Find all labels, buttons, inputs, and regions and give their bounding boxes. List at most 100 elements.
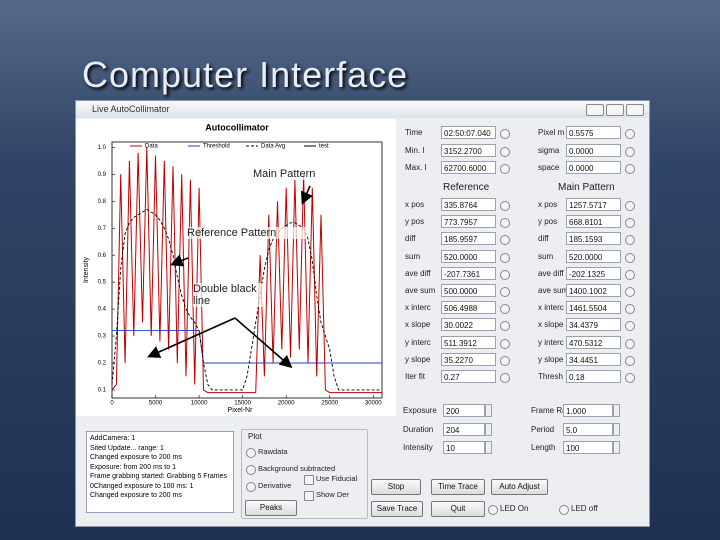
option-label: Derivative bbox=[258, 481, 292, 490]
field-value[interactable]: 204 bbox=[443, 422, 485, 436]
radio[interactable] bbox=[625, 201, 635, 211]
button[interactable]: Auto Adjust bbox=[491, 479, 548, 495]
field-value[interactable]: 0.0000 bbox=[566, 161, 621, 174]
field-value[interactable]: -207.7361 bbox=[441, 266, 496, 280]
button[interactable]: Peaks bbox=[245, 500, 297, 516]
spinner[interactable] bbox=[613, 422, 620, 436]
close-button[interactable] bbox=[626, 104, 644, 116]
spinner[interactable] bbox=[613, 441, 620, 454]
radio[interactable] bbox=[246, 465, 256, 475]
field-value[interactable]: 0.0000 bbox=[566, 143, 621, 157]
button[interactable]: Save Trace bbox=[371, 501, 423, 517]
title-bar: Live AutoCollimator bbox=[76, 101, 649, 118]
radio[interactable] bbox=[625, 321, 635, 332]
radio[interactable] bbox=[625, 338, 635, 349]
field-value[interactable]: 0.5575 bbox=[566, 126, 621, 139]
radio[interactable] bbox=[625, 355, 635, 366]
field-label: Intensity bbox=[403, 443, 433, 452]
radio[interactable] bbox=[500, 218, 510, 229]
field-value[interactable]: 1257.5717 bbox=[566, 198, 621, 211]
field-label: sum bbox=[538, 251, 554, 261]
button[interactable]: Quit bbox=[431, 501, 485, 517]
button[interactable]: Time Trace bbox=[431, 479, 485, 495]
check-label: Show Der bbox=[316, 490, 349, 499]
field-value[interactable]: 506.4988 bbox=[441, 301, 496, 315]
field-value[interactable]: 3152.2700 bbox=[441, 143, 496, 157]
option-label: Background subtracted bbox=[258, 464, 336, 473]
radio[interactable] bbox=[500, 321, 510, 332]
field-label: y pos bbox=[405, 217, 425, 227]
field-value[interactable]: 511.3912 bbox=[441, 335, 496, 349]
spinner[interactable] bbox=[485, 404, 492, 417]
radio[interactable] bbox=[625, 287, 635, 297]
radio[interactable] bbox=[625, 235, 635, 246]
field-value[interactable]: 1400.1002 bbox=[566, 284, 621, 297]
field-value[interactable]: 185.1593 bbox=[566, 232, 621, 246]
radio[interactable] bbox=[246, 482, 256, 492]
radio[interactable] bbox=[500, 338, 510, 349]
radio[interactable] bbox=[500, 235, 510, 246]
field-value[interactable]: 30.0022 bbox=[441, 318, 496, 332]
field-value[interactable]: 0.18 bbox=[566, 370, 621, 383]
field-value[interactable]: 35.2270 bbox=[441, 352, 496, 366]
radio[interactable] bbox=[500, 146, 510, 157]
field-label: Thresh bbox=[538, 372, 563, 381]
log-line: Changed exposure to 200 ms bbox=[90, 492, 182, 499]
maximize-button[interactable] bbox=[606, 104, 624, 116]
field-value[interactable]: 0.27 bbox=[441, 370, 496, 383]
radio[interactable] bbox=[500, 129, 510, 139]
field-value[interactable]: 520.0000 bbox=[566, 249, 621, 263]
minimize-button[interactable] bbox=[586, 104, 604, 116]
spinner[interactable] bbox=[485, 441, 492, 454]
field-value[interactable]: 5.0 bbox=[563, 422, 613, 436]
radio[interactable] bbox=[500, 287, 510, 297]
radio[interactable] bbox=[625, 146, 635, 157]
radio[interactable] bbox=[500, 373, 510, 383]
field-value[interactable]: -202.1325 bbox=[566, 266, 621, 280]
annotation: Reference Pattern bbox=[187, 227, 307, 239]
field-value[interactable]: 470.5312 bbox=[566, 335, 621, 349]
spinner[interactable] bbox=[485, 422, 492, 436]
field-value[interactable]: 500.0000 bbox=[441, 284, 496, 297]
field-value[interactable]: 1461.5504 bbox=[566, 301, 621, 315]
radio[interactable] bbox=[625, 218, 635, 229]
field-value[interactable]: 34.4451 bbox=[566, 352, 621, 366]
field-value[interactable]: 10 bbox=[443, 441, 485, 454]
radio[interactable] bbox=[625, 373, 635, 383]
field-value[interactable]: 100 bbox=[563, 441, 613, 454]
field-value[interactable]: 62700.6000 bbox=[441, 161, 496, 174]
radio[interactable] bbox=[500, 252, 510, 263]
field-value[interactable]: 520.0000 bbox=[441, 249, 496, 263]
spinner[interactable] bbox=[613, 404, 620, 417]
field-value[interactable]: 1.000 bbox=[563, 404, 613, 417]
field-label: Length bbox=[531, 443, 556, 452]
radio[interactable] bbox=[500, 201, 510, 211]
radio[interactable] bbox=[625, 129, 635, 139]
field-label: Duration bbox=[403, 424, 434, 434]
radio[interactable] bbox=[500, 304, 510, 315]
field-value[interactable]: 34.4379 bbox=[566, 318, 621, 332]
field-value[interactable]: 668.8101 bbox=[566, 215, 621, 229]
field-value[interactable]: 200 bbox=[443, 404, 485, 417]
field-value[interactable]: 185.9597 bbox=[441, 232, 496, 246]
radio[interactable] bbox=[500, 269, 510, 280]
field-value[interactable]: 02:50:07.040 bbox=[441, 126, 496, 139]
field-value[interactable]: 335.8764 bbox=[441, 198, 496, 211]
button[interactable]: Stop bbox=[371, 479, 421, 495]
column-header: Reference bbox=[443, 182, 490, 193]
field-label: x slope bbox=[538, 320, 564, 330]
radio[interactable] bbox=[625, 164, 635, 174]
field-value[interactable]: 773.7957 bbox=[441, 215, 496, 229]
slide-title: Computer Interface bbox=[82, 54, 409, 95]
radio[interactable] bbox=[488, 505, 498, 515]
radio[interactable] bbox=[246, 448, 256, 458]
checkbox[interactable] bbox=[304, 491, 314, 501]
radio[interactable] bbox=[625, 269, 635, 280]
radio[interactable] bbox=[500, 355, 510, 366]
checkbox[interactable] bbox=[304, 475, 314, 485]
radio[interactable] bbox=[500, 164, 510, 174]
radio[interactable] bbox=[625, 252, 635, 263]
radio[interactable] bbox=[559, 505, 569, 515]
radio[interactable] bbox=[625, 304, 635, 315]
log-box: AddCamera: 1 Sited Update... range: 1 Chan… bbox=[86, 431, 234, 513]
